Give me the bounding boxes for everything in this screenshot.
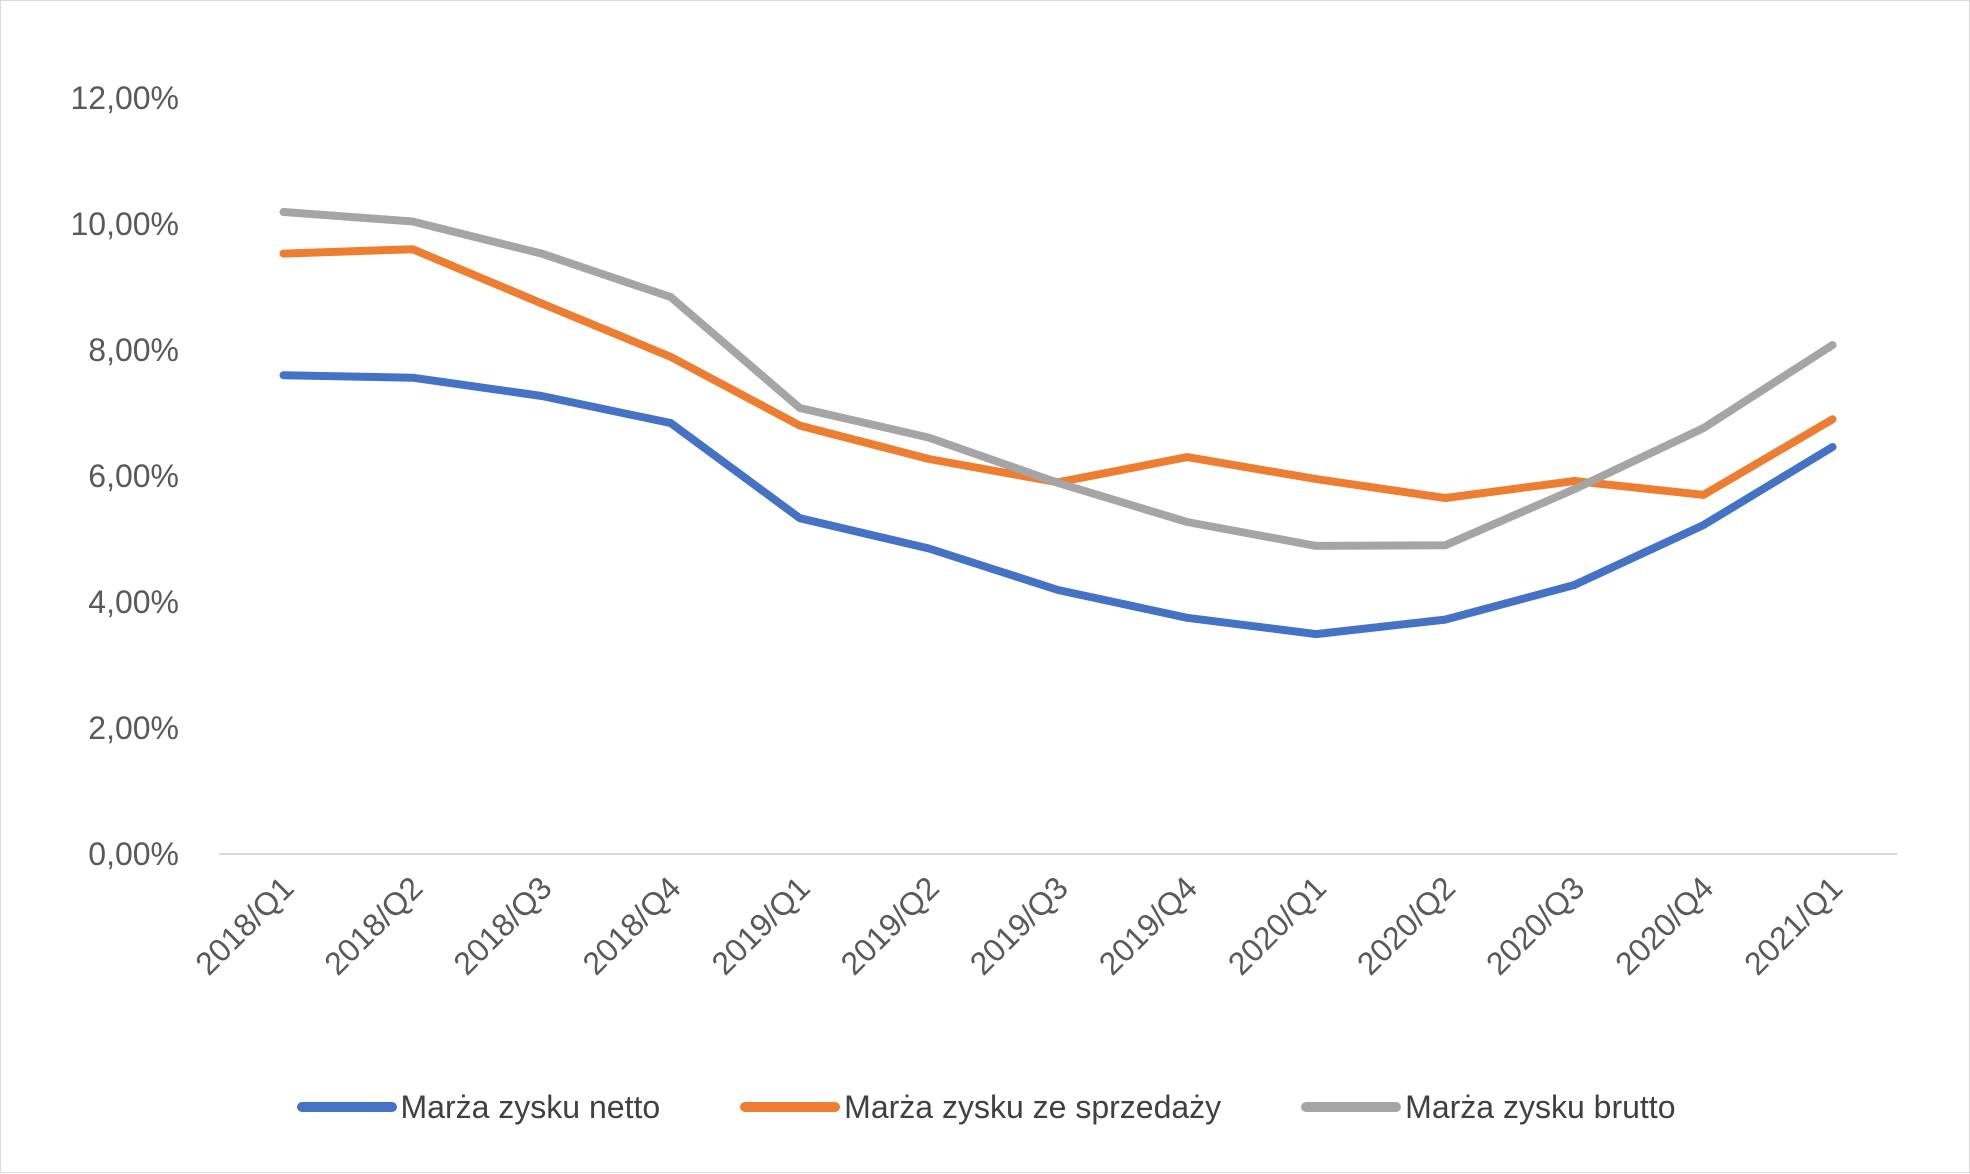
legend-swatch: [740, 1102, 841, 1112]
legend: Marża zysku netto Marża zysku ze sprzedaż…: [1, 1081, 1970, 1133]
x-tick-label: 2018/Q4: [575, 869, 687, 981]
y-tick-label: 12,00%: [70, 80, 179, 116]
legend-swatch: [1301, 1102, 1402, 1112]
y-tick-label: 8,00%: [88, 332, 179, 368]
series-lines: [279, 208, 1837, 639]
legend-item: Marża zysku ze sprzedaży: [740, 1089, 1221, 1126]
y-tick-label: 2,00%: [88, 710, 179, 746]
series-line-3: [279, 208, 1837, 550]
x-tick-label: 2021/Q1: [1737, 869, 1849, 981]
series-line-1: [279, 371, 1837, 639]
series-line-2: [279, 245, 1837, 502]
x-tick-label: 2018/Q2: [317, 869, 429, 981]
y-tick-label: 4,00%: [88, 584, 179, 620]
legend-label: Marża zysku brutto: [1405, 1088, 1676, 1125]
y-tick-label: 10,00%: [70, 206, 179, 242]
x-tick-label: 2020/Q1: [1221, 869, 1333, 981]
x-tick-label: 2020/Q2: [1350, 869, 1462, 981]
y-tick-label: 0,00%: [88, 836, 179, 872]
x-tick-label: 2019/Q3: [963, 869, 1075, 981]
x-axis-ticks: 2018/Q1 2018/Q2 2018/Q3 2018/Q4 2019/Q1 2019/…: [188, 869, 1849, 981]
legend-label: Marża zysku ze sprzedaży: [844, 1088, 1222, 1125]
x-tick-label: 2019/Q4: [1092, 869, 1204, 981]
legend-label: Marża zysku netto: [400, 1088, 661, 1125]
x-tick-label: 2019/Q1: [705, 869, 817, 981]
x-tick-label: 2020/Q3: [1479, 869, 1591, 981]
y-axis-ticks: 0,00% 2,00% 4,00% 6,00% 8,00% 10,00% 12,00%: [70, 80, 179, 872]
legend-item: Marża zysku netto: [296, 1088, 661, 1126]
x-tick-label: 2020/Q4: [1608, 869, 1720, 981]
x-tick-label: 2018/Q1: [188, 869, 300, 981]
x-tick-label: 2018/Q3: [446, 869, 558, 981]
y-tick-label: 6,00%: [88, 458, 179, 494]
legend-item: Marża zysku brutto: [1301, 1089, 1675, 1126]
x-tick-label: 2019/Q2: [834, 869, 946, 981]
legend-swatch: [296, 1102, 397, 1112]
